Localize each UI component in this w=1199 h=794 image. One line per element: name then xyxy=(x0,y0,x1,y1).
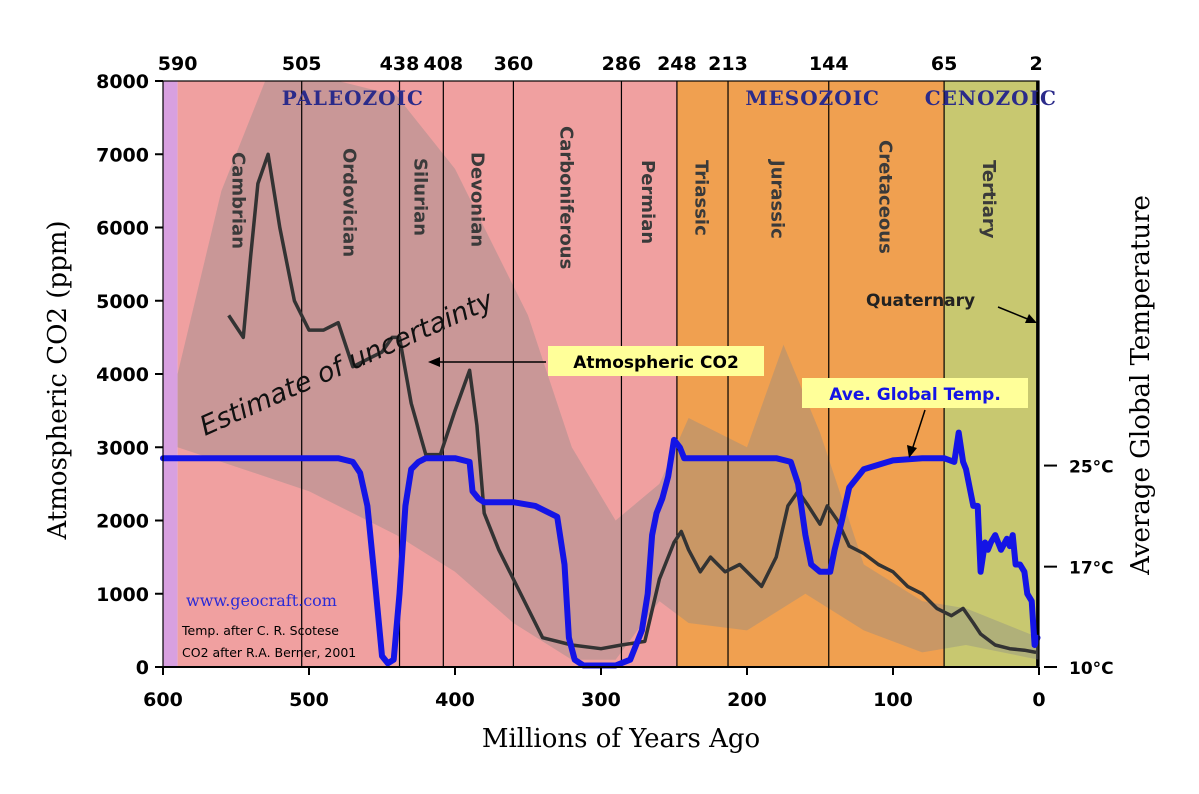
temp-source-note: Temp. after C. R. Scotese xyxy=(181,623,339,638)
co2-label-box xyxy=(548,346,764,376)
co2-label: Atmospheric CO2 xyxy=(573,353,739,373)
top-tick-label: 408 xyxy=(423,53,463,75)
precambrian-background xyxy=(163,81,178,667)
era-label: MESOZOIC xyxy=(745,86,880,110)
period-label: Ordovician xyxy=(339,148,360,257)
x-axis-title: Millions of Years Ago xyxy=(482,724,760,754)
y-tick-label: 5000 xyxy=(96,291,149,313)
top-tick-label: 144 xyxy=(809,53,849,75)
y2-axis-title: Average Global Temperature xyxy=(1126,195,1156,576)
top-tick-label: 213 xyxy=(708,53,748,75)
period-label: Jurassic xyxy=(766,158,787,239)
top-tick-label: 360 xyxy=(494,53,534,75)
top-tick-label: 438 xyxy=(380,53,420,75)
top-tick-label: 286 xyxy=(602,53,642,75)
axes: 590 505 438 408 360 286 248 213 144 65 20100020003… xyxy=(43,53,1156,754)
period-labels: Cambrian Ordovician Silurian Devonian Carbon… xyxy=(228,126,999,269)
top-tick-label: 590 xyxy=(158,53,198,75)
source-website: www.geocraft.com xyxy=(186,591,337,610)
y-tick-label: 3000 xyxy=(96,437,149,459)
co2-source-note: CO2 after R.A. Berner, 2001 xyxy=(182,645,356,660)
quaternary-arrow-head xyxy=(1025,314,1037,323)
y-tick-label: 1000 xyxy=(96,584,149,606)
x-tick-label: 300 xyxy=(581,689,621,711)
period-background xyxy=(301,81,400,667)
period-label: Triassic xyxy=(691,160,712,236)
quaternary-label: Quaternary xyxy=(866,291,975,311)
y-tick-label: 2000 xyxy=(96,511,149,533)
y-tick-label: 6000 xyxy=(96,218,149,240)
temp-label-box xyxy=(802,378,1028,408)
y-tick-label: 4000 xyxy=(96,364,149,386)
quaternary-background xyxy=(1036,81,1039,667)
period-label: Carboniferous xyxy=(555,126,576,269)
y-tick-label: 0 xyxy=(136,657,149,679)
period-label: Tertiary xyxy=(978,160,999,239)
data-series xyxy=(160,152,1041,669)
period-label: Cretaceous xyxy=(874,140,895,254)
top-tick-label: 65 xyxy=(931,53,957,75)
period-label: Devonian xyxy=(466,152,487,247)
y2-tick-label: 25°C xyxy=(1069,458,1114,478)
y2-tick-label: 17°C xyxy=(1069,559,1114,579)
top-tick-label: 2 xyxy=(1029,53,1042,75)
x-tick-label: 200 xyxy=(727,689,767,711)
x-tick-label: 400 xyxy=(435,689,475,711)
y-tick-label: 8000 xyxy=(96,71,149,93)
era-label: CENOZOIC xyxy=(925,86,1057,110)
co2-series-line xyxy=(227,152,1037,655)
temp-arrow-line xyxy=(911,409,926,451)
period-background xyxy=(177,81,302,667)
temperature-series-line xyxy=(160,429,1041,669)
top-tick-label: 505 xyxy=(282,53,322,75)
era-label: PALEOZOIC xyxy=(282,86,424,110)
y2-tick-label: 10°C xyxy=(1069,659,1114,679)
quaternary-arrow-line xyxy=(997,306,1031,321)
x-tick-label: 600 xyxy=(143,689,183,711)
y-tick-label: 7000 xyxy=(96,144,149,166)
period-backgrounds xyxy=(163,81,1039,667)
x-tick-label: 100 xyxy=(873,689,913,711)
y-axis-title: Atmospheric CO2 (ppm) xyxy=(43,220,73,540)
top-tick-label: 248 xyxy=(657,53,697,75)
x-tick-label: 0 xyxy=(1032,689,1045,711)
co2-arrow-head xyxy=(428,357,440,367)
x-tick-label: 500 xyxy=(289,689,329,711)
period-background xyxy=(443,81,514,667)
era-labels: PALEOZOIC MESOZOIC CENOZOIC xyxy=(282,86,1057,110)
temp-arrow-head xyxy=(907,445,917,458)
temp-label: Ave. Global Temp. xyxy=(829,385,1001,405)
period-label: Cambrian xyxy=(228,152,249,249)
period-label: Silurian xyxy=(409,158,430,236)
period-label: Permian xyxy=(637,160,658,244)
